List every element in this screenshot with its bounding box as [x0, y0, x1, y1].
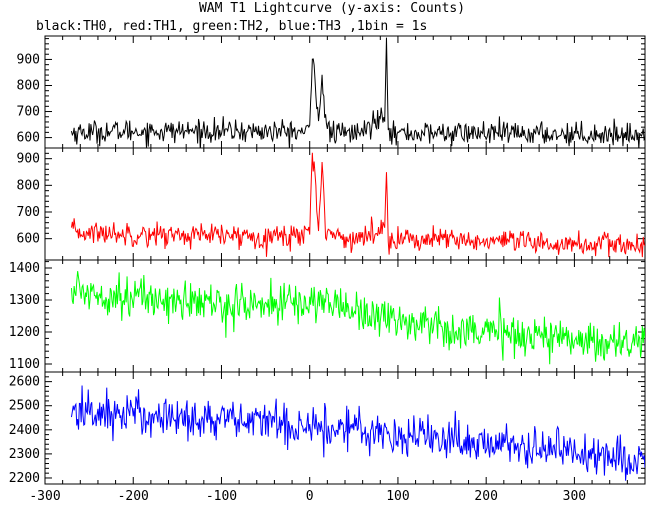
x-tick-label: 0 [306, 489, 314, 504]
y-tick-label: 2200 [9, 471, 40, 486]
y-tick-label: 1200 [9, 325, 40, 340]
y-tick-label: 900 [17, 152, 40, 167]
y-tick-label: 800 [17, 178, 40, 193]
y-tick-label: 700 [17, 205, 40, 220]
y-tick-label: 700 [17, 105, 40, 120]
panel-frame [44, 371, 646, 485]
panel-th1: 600 700 800 900 [17, 147, 646, 261]
x-tick-label: -100 [206, 489, 237, 504]
series-line-th3 [70, 385, 645, 481]
x-tick-label: 300 [563, 489, 586, 504]
x-tick-label: -200 [118, 489, 149, 504]
panel-th3: 2200 2300 2400 2500 2600 [9, 371, 646, 486]
series-line-th1 [70, 152, 645, 258]
x-axis-tick-labels: -300 -200 -100 0 100 200 300 [29, 489, 586, 504]
panel-th2: 1100 1200 1300 1400 [9, 259, 646, 373]
y-tick-label: 800 [17, 78, 40, 93]
y-tick-label: 600 [17, 131, 40, 146]
y-tick-label: 600 [17, 232, 40, 247]
figure-subtitle: black:TH0, red:TH1, green:TH2, blue:TH3 … [36, 19, 427, 34]
y-tick-label: 1100 [9, 357, 40, 372]
y-tick-label: 2400 [9, 423, 40, 438]
y-tick-label: 1300 [9, 293, 40, 308]
panel-th0: 600 700 800 900 [17, 35, 646, 149]
figure-title: WAM T1 Lightcurve (y-axis: Counts) [199, 1, 465, 16]
series-line-th0 [70, 37, 645, 148]
y-tick-label: 2300 [9, 447, 40, 462]
series-line-th2 [70, 271, 645, 365]
y-tick-label: 2600 [9, 375, 40, 390]
y-tick-label: 900 [17, 52, 40, 67]
y-tick-label: 2500 [9, 399, 40, 414]
y-tick-label: 1400 [9, 261, 40, 276]
x-tick-label: -300 [29, 489, 60, 504]
x-tick-label: 100 [386, 489, 409, 504]
x-tick-label: 200 [474, 489, 497, 504]
